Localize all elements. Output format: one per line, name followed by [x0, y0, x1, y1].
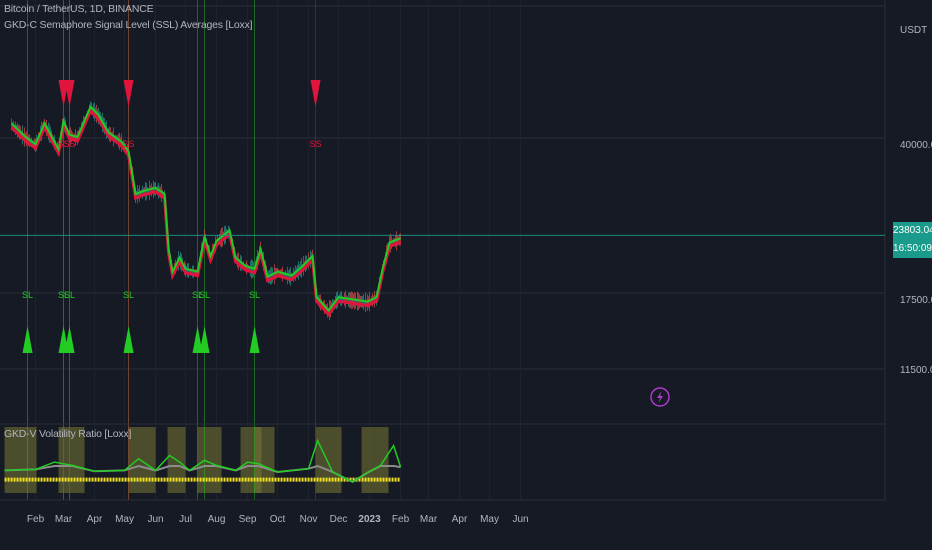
time-tick-label: Dec: [330, 514, 348, 525]
time-tick-label: Feb: [27, 514, 45, 525]
sub-indicator-legend[interactable]: GKD-V Volatility Ratio [Loxx]: [4, 428, 132, 440]
sell-signal-label: SS: [123, 139, 135, 149]
time-tick-label: Jun: [147, 514, 163, 525]
buy-signal-label: SL: [58, 290, 69, 300]
buy-signal-arrow: [192, 326, 203, 353]
highlight-zone: [128, 427, 156, 493]
time-tick-label: Nov: [300, 514, 318, 525]
time-axis: Feb Mar Apr May Jun Jul Aug Sep Oct Nov Dec 2023 Feb…: [27, 514, 529, 525]
ssl-long-line: [10, 105, 401, 313]
buy-signal-label: SL: [199, 290, 210, 300]
time-tick-label: Feb: [392, 514, 410, 525]
highlight-zone: [58, 427, 85, 493]
last-price-badge: 23803.04: [893, 222, 932, 240]
price-tick-17500: 17500.00: [900, 295, 932, 306]
highlight-zone: [315, 427, 342, 493]
countdown-badge: 16:50:09: [893, 240, 932, 258]
buy-signal-arrow: [249, 326, 260, 353]
time-tick-label: May: [480, 514, 499, 525]
sell-signal-label: SS: [310, 139, 322, 149]
time-tick-label: Mar: [55, 514, 73, 525]
highlight-zone: [4, 427, 37, 493]
time-tick-label: Aug: [208, 514, 226, 525]
lightning-icon[interactable]: [650, 387, 670, 407]
time-tick-label: Sep: [239, 514, 257, 525]
volatility-ratio-line: [4, 438, 402, 483]
buy-signal-arrow: [22, 326, 33, 353]
highlight-zone: [197, 427, 222, 493]
sell-signal-label: SS: [58, 139, 70, 149]
time-tick-label: Jun: [512, 514, 528, 525]
buy-signal-label: SL: [64, 290, 75, 300]
time-tick-label: 2023: [358, 514, 381, 525]
symbol-legend[interactable]: Bitcoin / TetherUS, 1D, BINANCE: [4, 3, 154, 15]
sell-signal-arrow: [310, 80, 321, 107]
buy-signal-label: SL: [192, 290, 203, 300]
buy-signal-arrow: [199, 326, 210, 353]
highlight-zone: [254, 427, 275, 493]
time-tick-label: Mar: [420, 514, 438, 525]
volatility-highlight-zones: [4, 427, 389, 493]
time-tick-label: Jul: [179, 514, 192, 525]
indicator-legend[interactable]: GKD-C Semaphore Signal Level (SSL) Avera…: [4, 19, 253, 31]
buy-signal-label: SL: [22, 290, 33, 300]
price-axis[interactable]: USDT 40000.00 17500.00 11500.00: [900, 25, 932, 376]
time-tick-label: Apr: [452, 514, 468, 525]
price-tick-11500: 11500.00: [900, 365, 932, 376]
sell-signal-label: SS: [64, 139, 76, 149]
buy-signal-arrow: [123, 326, 134, 353]
buy-signal-arrow: [64, 326, 75, 353]
time-tick-label: Apr: [87, 514, 103, 525]
price-tick-40000: 40000.00: [900, 140, 932, 151]
time-tick-label: Oct: [270, 514, 286, 525]
price-axis-currency: USDT: [900, 25, 927, 36]
sell-signal-arrow: [64, 80, 75, 107]
time-tick-label: May: [115, 514, 134, 525]
sell-signal-arrow: [123, 80, 134, 107]
buy-signal-label: SL: [249, 290, 260, 300]
buy-signal-label: SL: [123, 290, 134, 300]
